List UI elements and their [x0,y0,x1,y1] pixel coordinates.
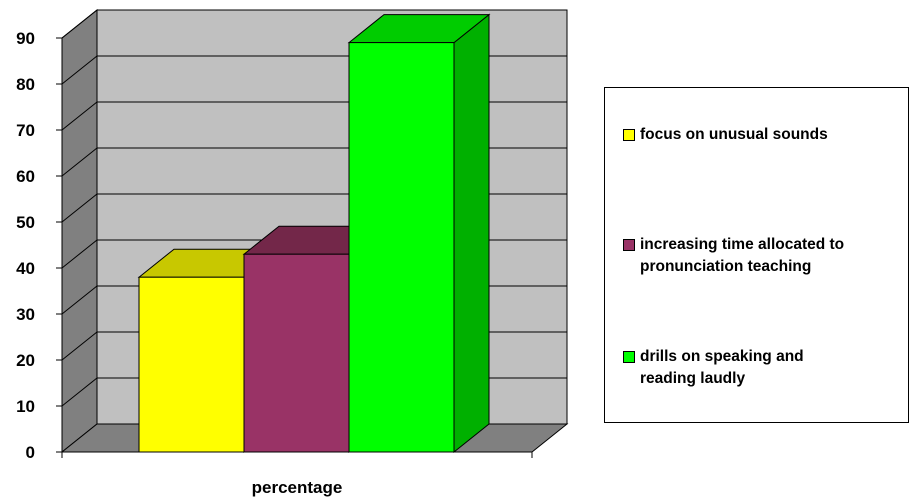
bars [137,13,491,454]
y-tick-label: 0 [26,443,35,462]
gridline-diagonal [61,377,98,407]
bar-front [243,253,350,453]
legend-swatch [623,239,635,251]
y-tick-label: 90 [16,29,35,48]
legend-swatch [623,351,635,363]
y-tick-label: 30 [16,305,35,324]
legend-label: drills on speaking and reading laudly [640,346,804,390]
chart: 0 10 20 30 40 50 60 70 80 90 percentage [16,8,569,497]
gridline-diagonal [61,193,98,223]
x-category-label: percentage [252,478,343,497]
bar-front [348,42,455,453]
y-tick-label: 80 [16,75,35,94]
legend-label: focus on unusual sounds [640,124,828,146]
bar-3 [347,13,491,454]
legend: focus on unusual sounds increasing time a… [604,87,909,423]
legend-label-line: drills on speaking and [640,348,804,365]
gridline-diagonal [61,55,98,85]
legend-item: drills on speaking and reading laudly [623,346,804,390]
bar-front [138,276,245,453]
legend-label: increasing time allocated to pronunciatio… [640,234,844,278]
y-tick-label: 70 [16,121,35,140]
legend-label-line: increasing time allocated to [640,236,845,253]
y-axis-ticks: 0 10 20 30 40 50 60 70 80 90 [16,29,62,462]
legend-label-line: reading laudly [640,370,746,387]
y-tick-label: 50 [16,213,35,232]
y-tick-label: 60 [16,167,35,186]
gridline-diagonal [61,285,98,315]
gridline-diagonal [61,239,98,269]
gridline-diagonal [61,147,98,177]
bar-side [453,13,490,454]
legend-swatch [623,129,635,141]
legend-item: increasing time allocated to pronunciatio… [623,234,844,278]
legend-label-line: pronunciation teaching [640,258,812,275]
legend-item: focus on unusual sounds [623,124,828,146]
y-tick-label: 40 [16,259,35,278]
y-tick-label: 10 [16,397,35,416]
y-tick-label: 20 [16,351,35,370]
gridline-diagonal [61,101,98,131]
gridline-diagonal [61,331,98,361]
left-wall [61,8,98,454]
legend-label-line: focus on unusual sounds [640,126,828,143]
gridline-diagonal [61,9,98,39]
